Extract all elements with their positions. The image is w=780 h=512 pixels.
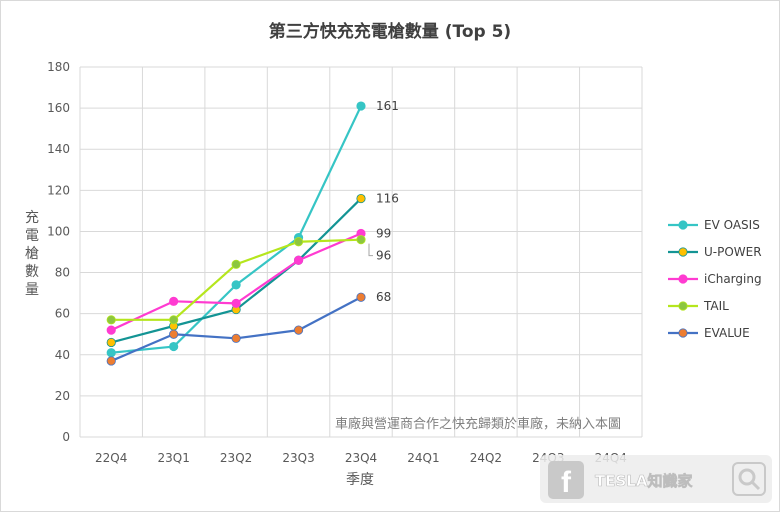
y-tick-label: 120 bbox=[47, 183, 70, 197]
y-axis-ticks: 0 20 40 60 80 100 120 140 160 180 bbox=[47, 60, 70, 444]
data-point bbox=[356, 292, 366, 302]
y-tick-label: 0 bbox=[62, 430, 70, 444]
data-point bbox=[231, 259, 241, 269]
y-axis-label: 充電槍數量 bbox=[25, 210, 39, 298]
data-point bbox=[231, 333, 241, 343]
svg-text:f: f bbox=[561, 466, 572, 499]
x-tick-label: 23Q3 bbox=[282, 451, 314, 465]
data-label: 96 bbox=[376, 249, 391, 263]
watermark-text: TESLA知識家 bbox=[595, 472, 692, 490]
data-labels: 161 116 99 96 68 bbox=[368, 99, 399, 304]
legend-swatch-marker bbox=[678, 274, 688, 284]
facebook-icon: f bbox=[548, 461, 584, 499]
data-point bbox=[169, 296, 179, 306]
legend-item: U-POWER bbox=[668, 245, 762, 259]
watermark: f TESLA知識家 bbox=[540, 455, 772, 503]
x-axis-ticks: 22Q423Q123Q223Q323Q424Q124Q224Q324Q4 bbox=[95, 451, 627, 465]
legend-item: iCharging bbox=[668, 272, 762, 286]
y-tick-label: 140 bbox=[47, 142, 70, 156]
y-tick-label: 60 bbox=[55, 307, 70, 321]
grid-lines bbox=[79, 66, 643, 438]
legend-item: EV OASIS bbox=[668, 218, 760, 232]
x-tick-label: 24Q2 bbox=[470, 451, 502, 465]
data-point bbox=[169, 329, 179, 339]
data-point bbox=[231, 280, 241, 290]
data-label: 161 bbox=[376, 99, 399, 113]
x-tick-label: 23Q2 bbox=[220, 451, 252, 465]
y-tick-label: 80 bbox=[55, 266, 70, 280]
y-tick-label: 160 bbox=[47, 101, 70, 115]
data-point bbox=[356, 235, 366, 245]
x-tick-label: 24Q1 bbox=[407, 451, 439, 465]
x-axis-label: 季度 bbox=[346, 472, 374, 488]
series-group bbox=[106, 101, 366, 366]
legend-label: EV OASIS bbox=[704, 218, 760, 232]
data-point bbox=[356, 101, 366, 111]
x-tick-label: 22Q4 bbox=[95, 451, 127, 465]
y-tick-label: 40 bbox=[55, 348, 70, 362]
legend-swatch-marker bbox=[678, 301, 688, 311]
data-point bbox=[356, 193, 366, 204]
data-label: 68 bbox=[376, 290, 391, 304]
data-point bbox=[106, 337, 116, 348]
y-tick-label: 180 bbox=[47, 60, 70, 74]
legend-label: U-POWER bbox=[704, 245, 762, 259]
legend-swatch-marker bbox=[678, 220, 688, 230]
legend-item: TAIL bbox=[668, 299, 729, 313]
legend-swatch-marker bbox=[678, 328, 688, 338]
data-point bbox=[293, 255, 304, 265]
data-label: 99 bbox=[376, 227, 391, 241]
leader-line bbox=[368, 243, 373, 257]
data-point bbox=[293, 237, 304, 247]
legend-label: iCharging bbox=[704, 272, 762, 286]
data-point bbox=[231, 298, 241, 308]
chart-title: 第三方快充充電槍數量 (Top 5) bbox=[269, 21, 511, 42]
legend-label: TAIL bbox=[703, 299, 729, 313]
data-label: 116 bbox=[376, 192, 399, 206]
legend-swatch-marker bbox=[678, 247, 688, 257]
chart-annotation: 車廠與營運商合作之快充歸類於車廠，未納入本圖 bbox=[335, 416, 621, 432]
x-tick-label: 23Q1 bbox=[157, 451, 189, 465]
data-point bbox=[169, 315, 179, 325]
data-point bbox=[106, 325, 116, 335]
data-point bbox=[169, 341, 179, 352]
data-point bbox=[106, 348, 116, 358]
legend-label: EVALUE bbox=[704, 326, 750, 340]
data-point bbox=[106, 356, 116, 366]
y-tick-label: 20 bbox=[55, 389, 70, 403]
x-tick-label: 23Q4 bbox=[345, 451, 377, 465]
search-icon bbox=[732, 462, 766, 496]
data-point bbox=[293, 325, 304, 335]
data-point bbox=[106, 315, 116, 325]
legend: EV OASIS U-POWER iCharging TAIL EVALUE bbox=[668, 218, 762, 340]
y-tick-label: 100 bbox=[47, 224, 70, 238]
legend-item: EVALUE bbox=[668, 326, 750, 340]
